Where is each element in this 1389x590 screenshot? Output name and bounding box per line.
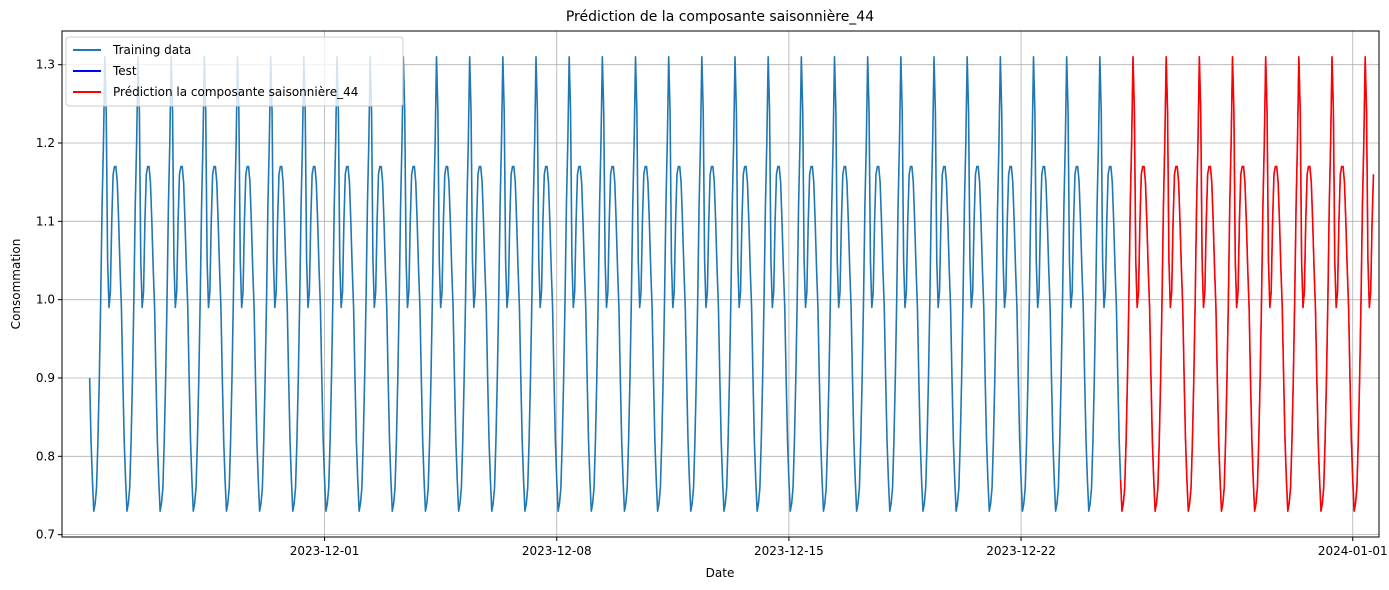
y-tick-label: 0.8 — [36, 449, 55, 463]
x-axis-title: Date — [706, 566, 735, 580]
x-axis: 2023-12-01 2023-12-08 2023-12-15 2023-12-22… — [290, 537, 1388, 558]
y-axis: 0.7 0.8 0.9 1.0 1.1 1.2 1.3 — [36, 58, 62, 542]
legend: Training data Test Prédiction la composa… — [65, 36, 404, 107]
series-group — [88, 56, 1375, 512]
x-tick-label: 2023-12-08 — [522, 544, 592, 558]
y-tick-label: 0.7 — [36, 528, 55, 542]
legend-label-training: Training data — [112, 43, 191, 57]
series-prediction — [1119, 56, 1375, 512]
y-tick-label: 1.3 — [36, 58, 55, 72]
y-tick-label: 1.0 — [36, 293, 55, 307]
chart-title: Prédiction de la composante saisonnière_… — [566, 9, 874, 25]
series-training — [88, 56, 1122, 512]
x-tick-label: 2023-12-01 — [290, 544, 360, 558]
y-tick-label: 1.2 — [36, 136, 55, 150]
y-axis-title: Consommation — [9, 239, 23, 330]
legend-label-test: Test — [112, 64, 137, 78]
y-tick-label: 1.1 — [36, 214, 55, 228]
plot-frame — [61, 30, 1380, 538]
x-tick-label: 2023-12-22 — [986, 544, 1056, 558]
y-tick-label: 0.9 — [36, 371, 55, 385]
x-tick-label: 2024-01-01 — [1318, 544, 1388, 558]
legend-box — [65, 36, 404, 107]
legend-label-prediction: Prédiction la composante saisonnière_44 — [113, 85, 358, 99]
x-tick-label: 2023-12-15 — [754, 544, 824, 558]
